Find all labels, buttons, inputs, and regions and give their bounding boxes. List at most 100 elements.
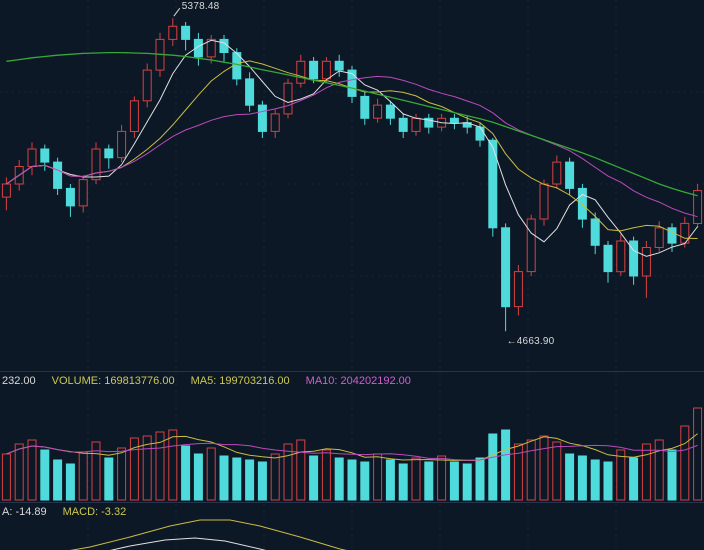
volume-bar [641, 443, 651, 501]
candle-body [373, 104, 383, 119]
candle-body [193, 38, 203, 58]
candle-body [565, 161, 575, 189]
candle-body [641, 247, 651, 277]
candle-body [449, 117, 459, 124]
volume-bar [270, 453, 280, 501]
volume-bar [219, 455, 229, 501]
candle-body [334, 60, 344, 71]
volume-bar [296, 439, 306, 501]
candle-body [117, 130, 127, 159]
volume-bar [501, 429, 511, 501]
volume-bar [206, 447, 216, 501]
candle-body [270, 113, 280, 132]
candle-body [321, 60, 331, 80]
arrow-left-icon: ← [506, 336, 517, 348]
high-pointer-line [173, 7, 181, 17]
volume-bar [654, 439, 664, 501]
volume-bar [424, 461, 434, 501]
candle-body [245, 78, 255, 106]
macd-dea-curve [109, 537, 267, 550]
low-annotation-value: 4663.90 [516, 336, 555, 348]
volume-bar [437, 455, 447, 501]
volume-bar [283, 443, 293, 501]
volume-bar [155, 431, 165, 501]
volume-bar [565, 453, 575, 501]
low-annotation: ←4663.90 [507, 336, 555, 347]
volume-bar [347, 459, 357, 501]
candle-body [129, 100, 139, 133]
volume-bar [616, 449, 626, 501]
candle-body [181, 25, 191, 40]
volume-value-label: VOLUME: 169813776.00 [51, 375, 175, 387]
volume-bar [27, 439, 37, 501]
volume-bar [603, 461, 613, 501]
volume-bar [513, 443, 523, 501]
macd-header: A: -14.89 MACD: -3.32 [2, 505, 126, 519]
volume-bar [629, 457, 639, 501]
high-annotation-value: 5378.48 [181, 1, 220, 13]
candle-body [104, 148, 114, 159]
candle-body [667, 227, 677, 244]
volume-bar [193, 453, 203, 501]
volume-bar [117, 447, 127, 501]
candle-body [309, 60, 319, 80]
volume-bar [462, 463, 472, 501]
candle-body [616, 240, 626, 273]
volume-bar [398, 463, 408, 501]
volume-bar [475, 457, 485, 501]
volume-bar [526, 439, 536, 501]
high-annotation: 5378.48 [182, 1, 220, 12]
volume-bar [552, 441, 562, 501]
candle-body [53, 161, 63, 189]
candle-body [65, 187, 75, 207]
volume-bar [385, 459, 395, 501]
volume-bar [411, 457, 421, 501]
candle-body [501, 227, 511, 308]
candle-body [385, 104, 395, 119]
candle-body [168, 25, 178, 40]
volume-bar [53, 459, 63, 501]
volume-bar [91, 441, 101, 501]
candle-body [1, 183, 11, 198]
candle-body [411, 117, 421, 132]
candle-body [693, 190, 703, 225]
volume-bar [65, 463, 75, 501]
candle-body [78, 179, 88, 207]
volume-bar [488, 433, 498, 501]
volume-ma5-label: MA5: 199703216.00 [190, 375, 290, 387]
macd-dif-curve [69, 519, 347, 550]
volume-bar [577, 455, 587, 501]
candle-body [488, 139, 498, 229]
macd-value-label: MACD: -3.32 [62, 506, 127, 518]
volume-bar [245, 459, 255, 501]
volume-bar [104, 457, 114, 501]
volume-bar [449, 461, 459, 501]
candle-body [27, 148, 37, 167]
candle-body [296, 60, 306, 84]
volume-bar [129, 437, 139, 501]
volume-bar [181, 445, 191, 501]
volume-bar [590, 459, 600, 501]
ma30-line [6, 51, 698, 197]
candle-body [206, 38, 216, 58]
candle-body [219, 38, 229, 54]
candle-body [577, 187, 587, 220]
candle-body [629, 240, 639, 277]
candle-body [91, 148, 101, 181]
candle-body [142, 69, 152, 102]
volume-bar [78, 451, 88, 501]
volume-bar [334, 457, 344, 501]
candle-body [257, 104, 267, 132]
volume-bar [360, 461, 370, 501]
volume-bar [667, 449, 677, 501]
candle-body [40, 148, 50, 163]
volume-bar [14, 443, 24, 501]
volume-bar [373, 453, 383, 501]
volume-bar [142, 435, 152, 501]
candle-body [526, 218, 536, 273]
candle-body [424, 117, 434, 128]
candle-body [283, 82, 293, 115]
candle-body [590, 218, 600, 246]
